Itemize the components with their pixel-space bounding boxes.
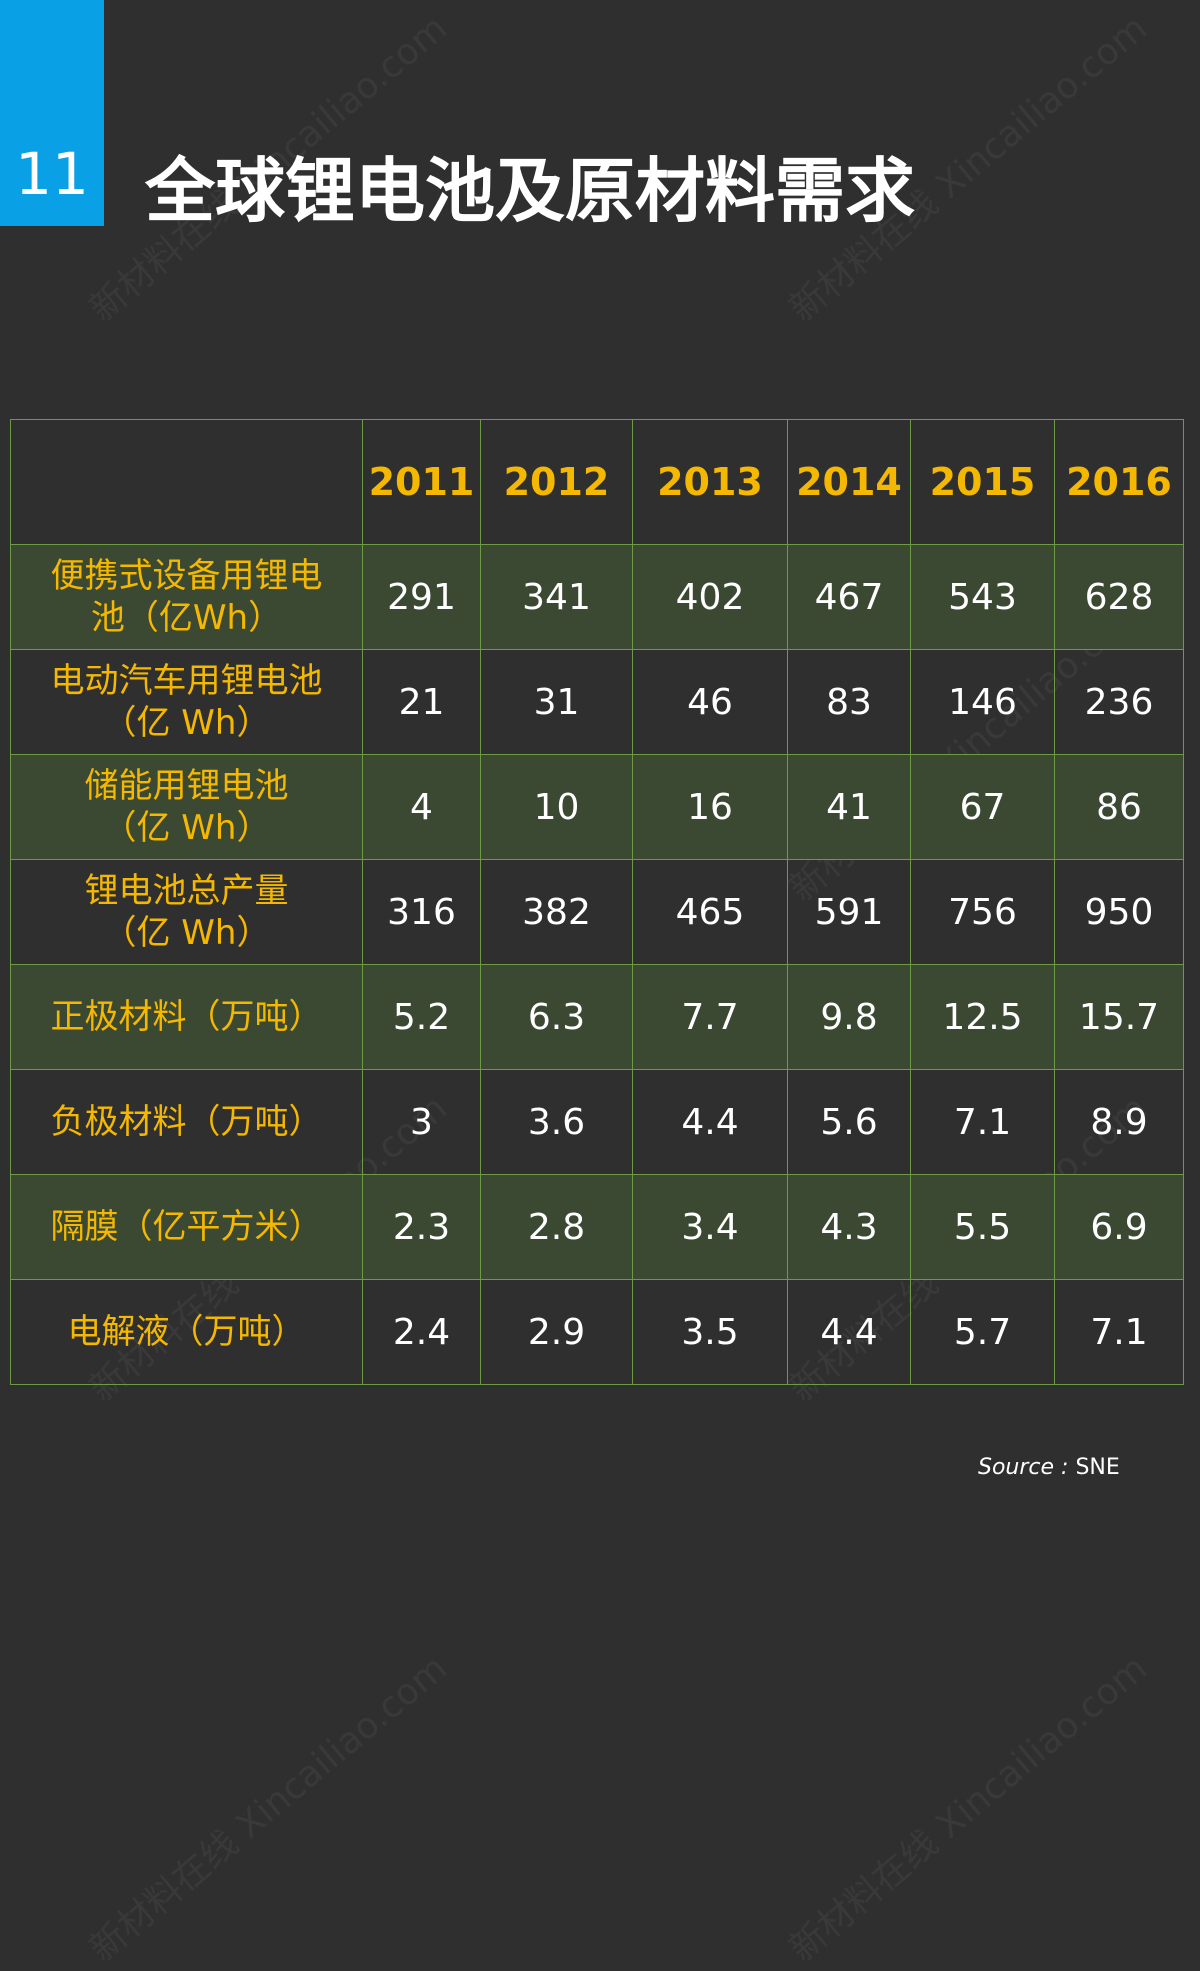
value-cell: 46 [632, 649, 788, 755]
value-cell: 4 [362, 754, 481, 860]
value-cell: 2.9 [480, 1279, 633, 1385]
value-cell: 341 [480, 544, 633, 650]
value-cell: 3.6 [480, 1069, 633, 1175]
table-row: 锂电池总产量 （亿 Wh） 316 382 465 591 756 950 [10, 859, 1184, 965]
column-header: 2013 [632, 419, 788, 545]
value-cell: 316 [362, 859, 481, 965]
value-cell: 543 [910, 544, 1055, 650]
value-cell: 83 [787, 649, 911, 755]
value-cell: 7.1 [1054, 1279, 1184, 1385]
table-row: 隔膜（亿平方米） 2.3 2.8 3.4 4.3 5.5 6.9 [10, 1174, 1184, 1280]
value-cell: 4.4 [632, 1069, 788, 1175]
value-cell: 9.8 [787, 964, 911, 1070]
table-row: 正极材料（万吨） 5.2 6.3 7.7 9.8 12.5 15.7 [10, 964, 1184, 1070]
source: Source : SNE [978, 1455, 1120, 1480]
value-cell: 67 [910, 754, 1055, 860]
watermark: 新材料在线 Xincailiao.com [82, 1647, 456, 1970]
value-cell: 7.1 [910, 1069, 1055, 1175]
row-label: 负极材料（万吨） [10, 1069, 363, 1175]
page-title: 全球锂电池及原材料需求 [145, 150, 915, 232]
value-cell: 31 [480, 649, 633, 755]
row-label: 便携式设备用锂电 池（亿Wh） [10, 544, 363, 650]
value-cell: 12.5 [910, 964, 1055, 1070]
source-label: Source : [978, 1455, 1069, 1480]
value-cell: 4.4 [787, 1279, 911, 1385]
value-cell: 382 [480, 859, 633, 965]
table-row: 负极材料（万吨） 3 3.6 4.4 5.6 7.1 8.9 [10, 1069, 1184, 1175]
value-cell: 756 [910, 859, 1055, 965]
table-row: 电解液（万吨） 2.4 2.9 3.5 4.4 5.7 7.1 [10, 1279, 1184, 1385]
value-cell: 8.9 [1054, 1069, 1184, 1175]
value-cell: 5.2 [362, 964, 481, 1070]
column-header: 2016 [1054, 419, 1184, 545]
value-cell: 16 [632, 754, 788, 860]
value-cell: 467 [787, 544, 911, 650]
value-cell: 3.5 [632, 1279, 788, 1385]
row-label: 锂电池总产量 （亿 Wh） [10, 859, 363, 965]
value-cell: 628 [1054, 544, 1184, 650]
value-cell: 2.8 [480, 1174, 633, 1280]
value-cell: 5.6 [787, 1069, 911, 1175]
value-cell: 3 [362, 1069, 481, 1175]
value-cell: 2.4 [362, 1279, 481, 1385]
value-cell: 6.9 [1054, 1174, 1184, 1280]
header-row: 2011 2012 2013 2014 2015 2016 [10, 419, 1184, 545]
value-cell: 41 [787, 754, 911, 860]
table-row: 便携式设备用锂电 池（亿Wh） 291 341 402 467 543 628 [10, 544, 1184, 650]
section-number: 11 [0, 0, 104, 226]
value-cell: 591 [787, 859, 911, 965]
data-table: 2011 2012 2013 2014 2015 2016 便携式设备用锂电 池（亿Wh）… [10, 419, 1184, 1385]
value-cell: 3.4 [632, 1174, 788, 1280]
value-cell: 10 [480, 754, 633, 860]
value-cell: 950 [1054, 859, 1184, 965]
value-cell: 2.3 [362, 1174, 481, 1280]
watermark: 新材料在线 Xincailiao.com [782, 1647, 1156, 1970]
value-cell: 21 [362, 649, 481, 755]
value-cell: 146 [910, 649, 1055, 755]
value-cell: 15.7 [1054, 964, 1184, 1070]
table-row: 电动汽车用锂电池 （亿 Wh） 21 31 46 83 146 236 [10, 649, 1184, 755]
table-row: 储能用锂电池 （亿 Wh） 4 10 16 41 67 86 [10, 754, 1184, 860]
column-header: 2011 [362, 419, 481, 545]
corner-cell [10, 419, 363, 545]
value-cell: 7.7 [632, 964, 788, 1070]
value-cell: 5.7 [910, 1279, 1055, 1385]
row-label: 储能用锂电池 （亿 Wh） [10, 754, 363, 860]
row-label: 隔膜（亿平方米） [10, 1174, 363, 1280]
column-header: 2015 [910, 419, 1055, 545]
value-cell: 5.5 [910, 1174, 1055, 1280]
value-cell: 402 [632, 544, 788, 650]
row-label: 电动汽车用锂电池 （亿 Wh） [10, 649, 363, 755]
value-cell: 6.3 [480, 964, 633, 1070]
value-cell: 465 [632, 859, 788, 965]
column-header: 2014 [787, 419, 911, 545]
value-cell: 86 [1054, 754, 1184, 860]
row-label: 电解液（万吨） [10, 1279, 363, 1385]
value-cell: 236 [1054, 649, 1184, 755]
value-cell: 4.3 [787, 1174, 911, 1280]
source-value: SNE [1075, 1455, 1120, 1480]
column-header: 2012 [480, 419, 633, 545]
value-cell: 291 [362, 544, 481, 650]
row-label: 正极材料（万吨） [10, 964, 363, 1070]
